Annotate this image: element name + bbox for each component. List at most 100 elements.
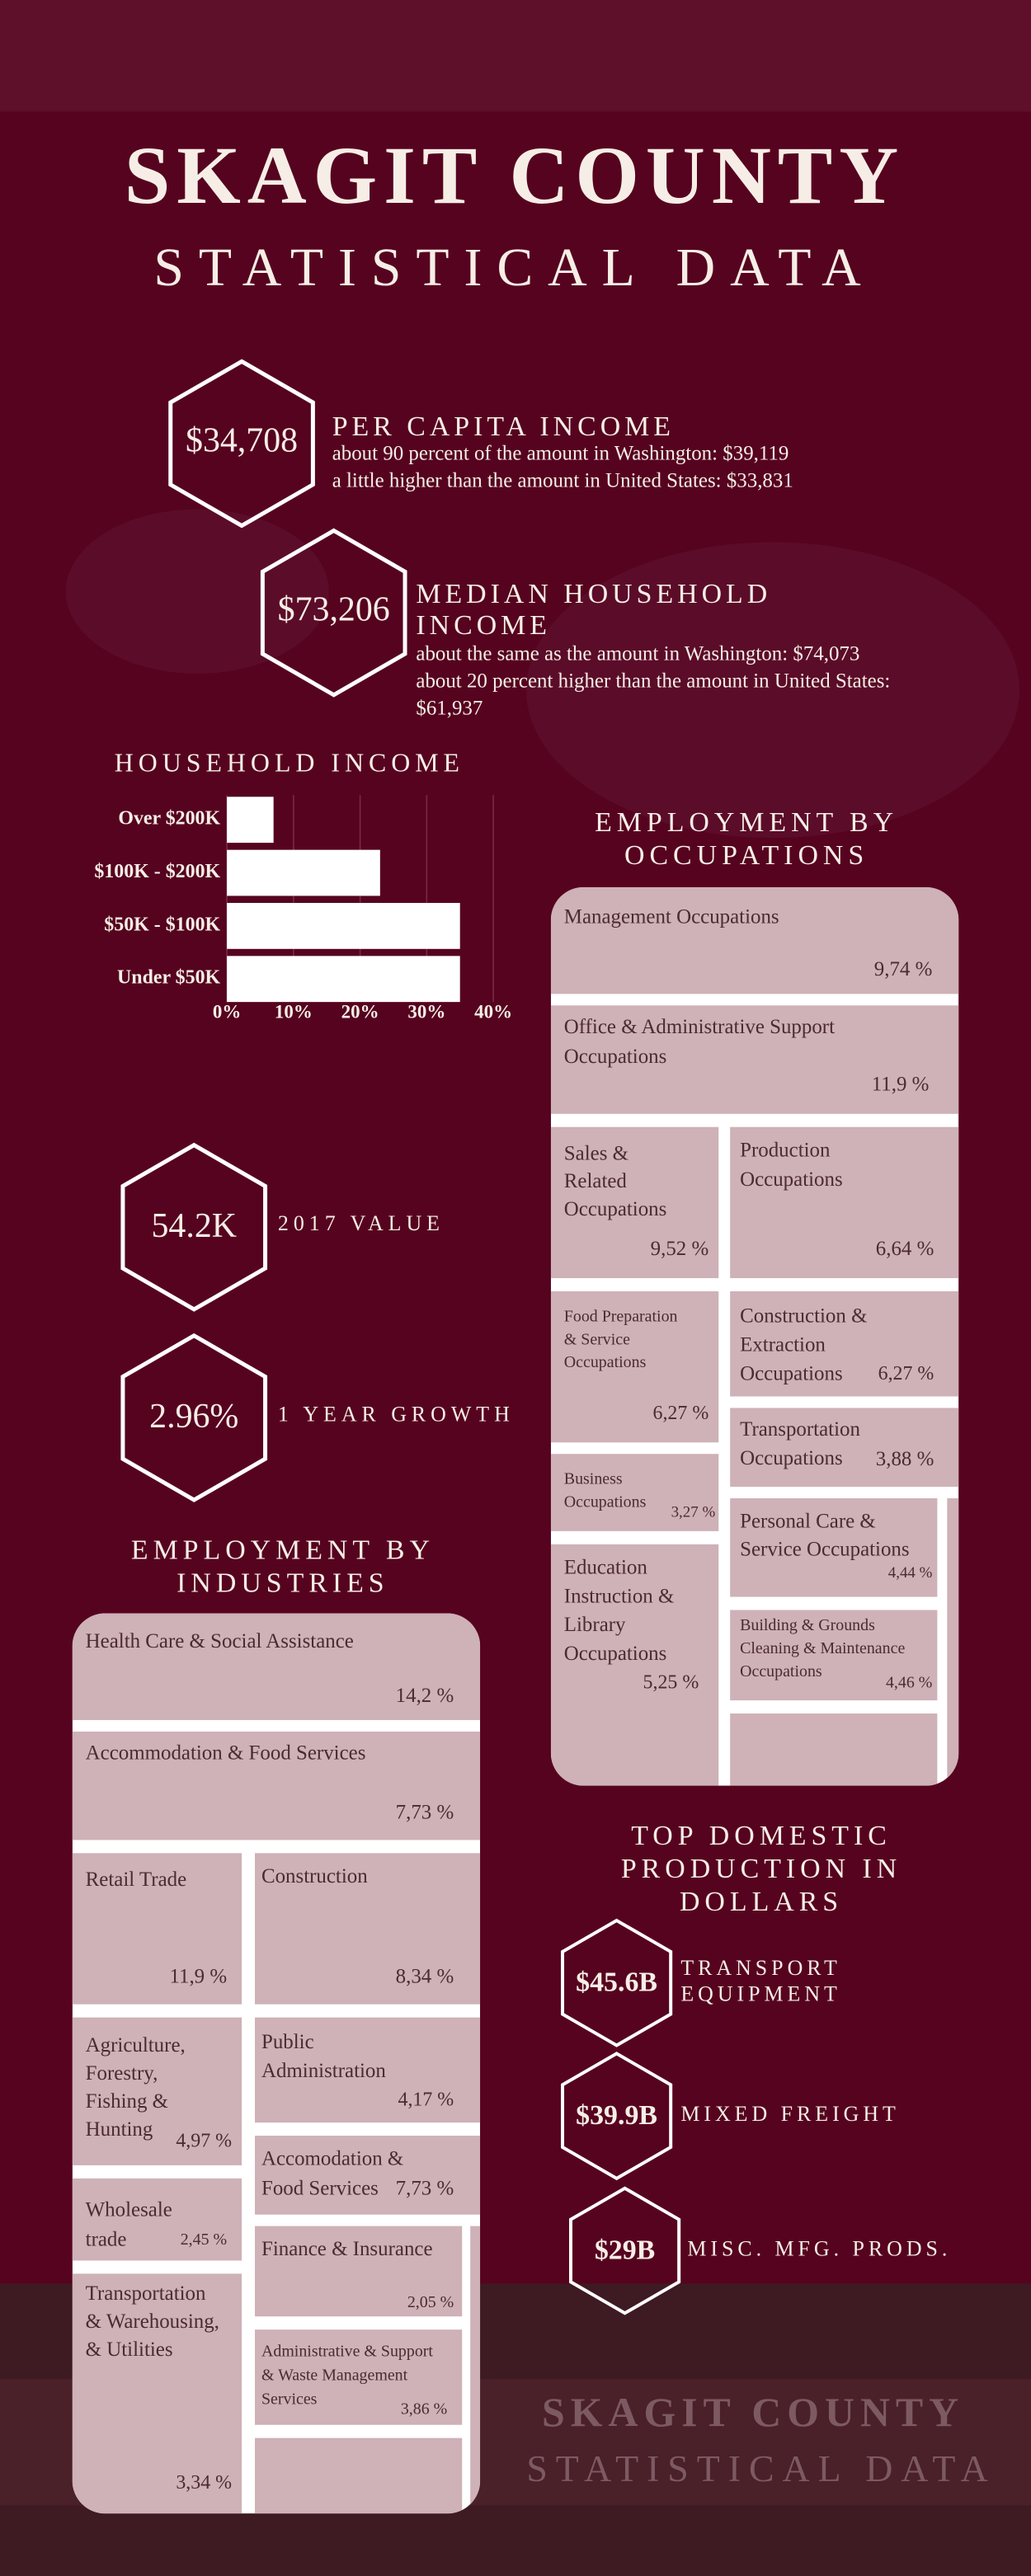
tile-label: Food Services [261, 2178, 379, 2200]
tile [550, 1005, 959, 1114]
tile-label: Occupations [564, 1198, 667, 1220]
tile-label: Sales & [564, 1142, 628, 1164]
tile-label: Retail Trade [86, 1869, 186, 1891]
tile-share: 2,05 % [407, 2293, 454, 2311]
tile [730, 1290, 959, 1397]
tile-label: & Utilities [86, 2339, 173, 2361]
tile-label: Construction [261, 1865, 368, 1887]
x-tick-label: 40% [474, 1002, 512, 1022]
tile-share: 4,46 % [886, 1674, 932, 1692]
tile-label: Occupations [740, 1362, 843, 1384]
hexagon [561, 2052, 673, 2181]
map-shape [525, 542, 1020, 839]
tile-label: Food Preparation [564, 1307, 678, 1325]
production-label: TRANSPORT [680, 1956, 840, 1980]
tile-share: 7,73 % [396, 1801, 454, 1823]
y-tick-label: Over $200K [118, 808, 220, 830]
tile [72, 1853, 242, 2005]
tile-share: 5,25 % [643, 1672, 699, 1694]
x-tick-label: 10% [275, 1002, 313, 1022]
tile-label: Cleaning & Maintenance [740, 1639, 905, 1657]
tile-label: Occupations [564, 1353, 647, 1371]
production-value: $45.6B [576, 1967, 657, 1998]
tile [947, 1498, 959, 1786]
stat-note: a little higher than the amount in Unite… [332, 469, 793, 491]
tile-label: Health Care & Social Assistance [86, 1630, 354, 1652]
tile [255, 2136, 481, 2215]
tile-label: Management Occupations [564, 905, 779, 928]
bar [227, 956, 460, 1003]
tile [255, 1853, 481, 2005]
stat-label: PER CAPITA INCOME [332, 411, 675, 442]
tile-label: Services [261, 2390, 318, 2408]
tile-label: Library [564, 1614, 626, 1636]
tile [550, 1290, 719, 1443]
tile-share: 11,9 % [872, 1074, 930, 1096]
section-title: TOP DOMESTIC [631, 1821, 892, 1851]
bar [227, 849, 380, 896]
footer-title: SKAGIT COUNTY [542, 2390, 964, 2435]
stat-note: about 20 percent higher than the amount … [416, 670, 890, 693]
top-band [0, 0, 1031, 112]
y-tick-label: $100K - $200K [94, 861, 220, 882]
tile-label: Production [740, 1139, 831, 1161]
tile-share: 6,64 % [876, 1238, 934, 1260]
y-tick-label: Under $50K [117, 967, 221, 989]
section-title: PRODUCTION IN [621, 1854, 902, 1884]
tile [255, 2437, 463, 2514]
stat-label: 1 YEAR GROWTH [278, 1402, 515, 1426]
production-label: MIXED FREIGHT [680, 2102, 900, 2126]
tile-share: 4,97 % [176, 2131, 232, 2152]
tile [550, 1454, 719, 1531]
x-tick-label: 20% [341, 1002, 379, 1022]
stat-label: MEDIAN HOUSEHOLD [416, 579, 771, 609]
stat-label: 2017 VALUE [278, 1211, 445, 1235]
tile-share: 8,34 % [396, 1966, 454, 1988]
tile-label: Fishing & [86, 2090, 168, 2113]
tile [730, 1713, 938, 1786]
tile [255, 2017, 481, 2123]
tile-label: Extraction [740, 1333, 826, 1356]
stat-value: $34,708 [186, 422, 298, 460]
tile-label: Occupations [740, 1168, 843, 1191]
hexagon [120, 1333, 268, 1502]
tile-label: Personal Care & [740, 1511, 876, 1533]
title: SKAGIT COUNTY [125, 129, 905, 221]
bar [227, 902, 460, 949]
stat-label: INCOME [416, 610, 551, 641]
tile-share: 6,27 % [878, 1363, 934, 1384]
footer-subtitle: STATISTICAL DATA [526, 2447, 996, 2489]
tile-label: & Service [564, 1330, 630, 1348]
tile-share: 7,73 % [396, 2178, 454, 2200]
tile-share: 3,34 % [176, 2472, 232, 2494]
production-value: $39.9B [576, 2100, 657, 2131]
tile-share: 11,9 % [169, 1966, 227, 1988]
tile [255, 2226, 463, 2317]
tile-label: trade [86, 2228, 127, 2250]
tile-label: Accomodation & [261, 2148, 403, 2170]
x-tick-label: 30% [407, 1002, 445, 1022]
tile-label: & Warehousing, [86, 2310, 219, 2333]
tile-label: Education [564, 1556, 648, 1578]
tile [550, 886, 959, 994]
tile-label: Public [261, 2031, 314, 2053]
tile-label: Occupations [740, 1447, 843, 1469]
tile-share: 9,74 % [874, 958, 933, 980]
tile [72, 2178, 242, 2261]
section-title: EMPLOYMENT BY [595, 807, 898, 838]
hexagon [568, 2186, 681, 2315]
tile-label: Instruction & [564, 1585, 675, 1607]
tile-label: Office & Administrative Support [564, 1016, 835, 1038]
tile-share: 3,27 % [671, 1503, 716, 1521]
section-title: DOLLARS [680, 1887, 843, 1917]
tile [730, 1498, 938, 1597]
tile-label: Related [564, 1170, 628, 1192]
bar [227, 797, 274, 844]
stat-value: 54.2K [152, 1207, 237, 1245]
tile-share: 2,45 % [181, 2230, 227, 2249]
tile-share: 3,86 % [401, 2400, 447, 2418]
chart-title: HOUSEHOLD INCOME [115, 749, 464, 778]
tile-label: Hunting [86, 2118, 153, 2141]
hexagon [168, 359, 315, 529]
